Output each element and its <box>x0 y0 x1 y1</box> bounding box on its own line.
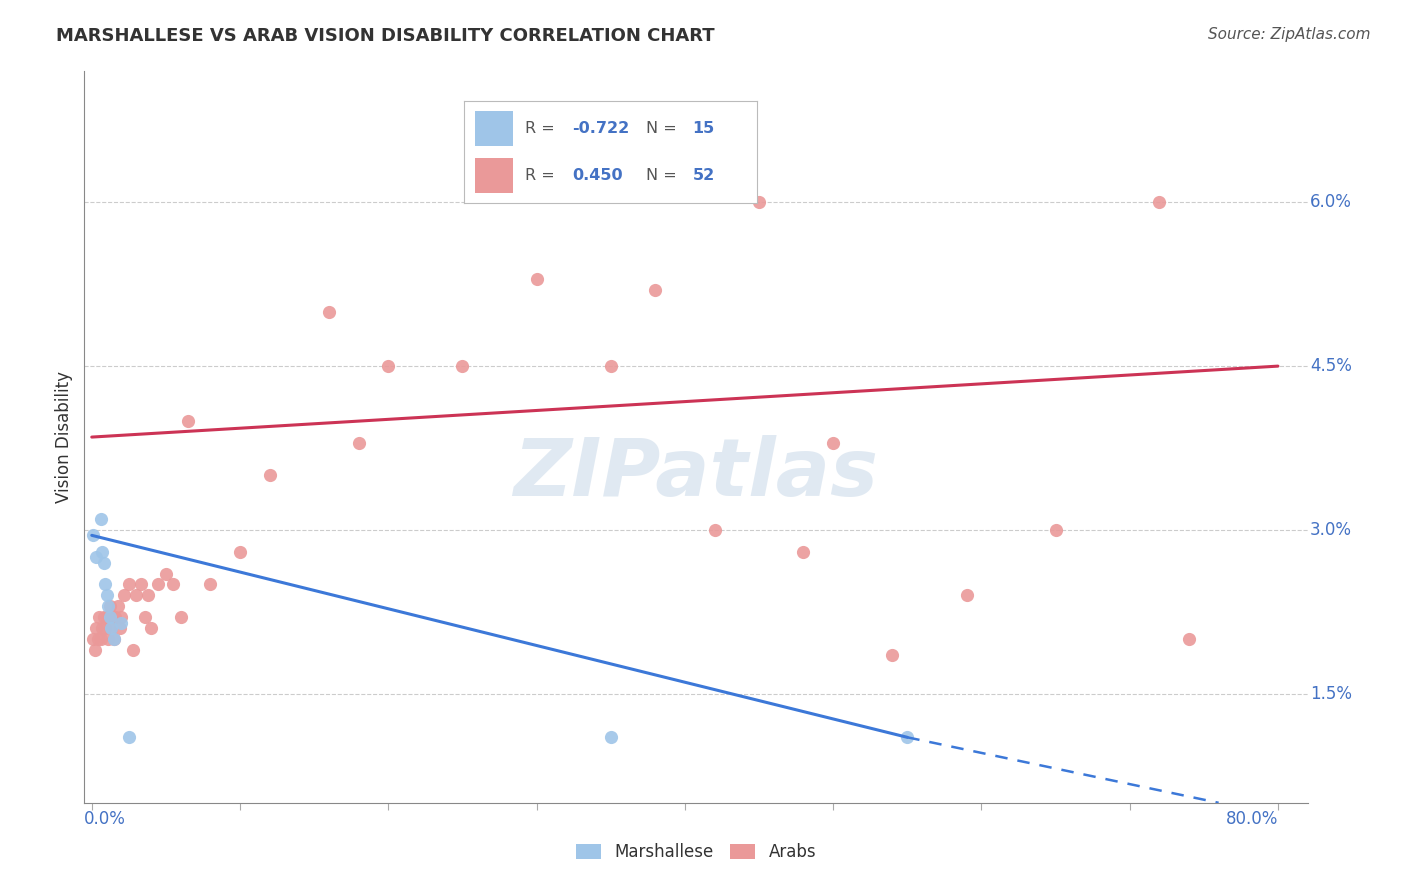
Point <box>82 632 104 646</box>
Point <box>110 615 132 630</box>
Point <box>97 599 120 614</box>
Point <box>82 528 104 542</box>
Point <box>136 588 159 602</box>
Point <box>107 599 129 614</box>
Text: 1.5%: 1.5% <box>1310 685 1353 703</box>
Point <box>125 588 148 602</box>
Point <box>91 545 114 559</box>
Point <box>93 556 115 570</box>
Point <box>91 621 114 635</box>
Text: MARSHALLESE VS ARAB VISION DISABILITY CORRELATION CHART: MARSHALLESE VS ARAB VISION DISABILITY CO… <box>56 27 714 45</box>
Point <box>104 610 127 624</box>
Point <box>599 359 621 373</box>
Y-axis label: Vision Disability: Vision Disability <box>55 371 73 503</box>
Point <box>103 632 125 646</box>
Point <box>259 468 281 483</box>
Point <box>94 577 117 591</box>
Point <box>122 643 145 657</box>
Text: 4.5%: 4.5% <box>1310 357 1353 376</box>
Text: 3.0%: 3.0% <box>1310 521 1353 539</box>
Point <box>118 731 141 745</box>
Point <box>90 632 112 646</box>
Point <box>170 610 193 624</box>
Point <box>90 512 112 526</box>
Point <box>955 588 977 602</box>
Point <box>200 577 222 591</box>
Text: Source: ZipAtlas.com: Source: ZipAtlas.com <box>1208 27 1371 42</box>
Point <box>134 610 156 624</box>
Point <box>229 545 252 559</box>
Point <box>93 610 115 624</box>
Point <box>89 610 111 624</box>
Point <box>96 610 118 624</box>
Point <box>112 588 135 602</box>
Point <box>100 621 122 635</box>
Point <box>347 435 370 450</box>
Text: 80.0%: 80.0% <box>1226 810 1278 828</box>
Point <box>129 577 152 591</box>
Point <box>162 577 184 591</box>
Point <box>118 577 141 591</box>
Point <box>882 648 904 663</box>
Point <box>148 577 170 591</box>
Point <box>673 173 696 187</box>
Point <box>318 304 340 318</box>
Point <box>100 621 122 635</box>
Point <box>84 550 107 565</box>
Legend: Marshallese, Arabs: Marshallese, Arabs <box>569 837 823 868</box>
Point <box>94 621 117 635</box>
Point <box>377 359 399 373</box>
Point <box>1149 195 1171 210</box>
Point <box>177 414 200 428</box>
Point <box>1045 523 1067 537</box>
Point <box>108 621 131 635</box>
Point <box>748 195 770 210</box>
Point <box>139 621 162 635</box>
Point <box>155 566 177 581</box>
Point <box>84 621 107 635</box>
Point <box>896 731 918 745</box>
Point <box>96 588 118 602</box>
Point <box>101 610 124 624</box>
Point <box>98 599 121 614</box>
Point <box>97 632 120 646</box>
Text: ZIPatlas: ZIPatlas <box>513 434 879 513</box>
Point <box>599 731 621 745</box>
Point <box>526 272 548 286</box>
Point <box>86 632 108 646</box>
Text: 0.0%: 0.0% <box>84 810 127 828</box>
Point <box>110 610 132 624</box>
Text: 6.0%: 6.0% <box>1310 194 1353 211</box>
Point <box>823 435 845 450</box>
Point <box>98 610 121 624</box>
Point <box>451 359 474 373</box>
Point <box>103 632 125 646</box>
Point <box>792 545 814 559</box>
Point <box>1178 632 1201 646</box>
Point <box>83 643 105 657</box>
Point <box>644 283 666 297</box>
Point <box>703 523 725 537</box>
